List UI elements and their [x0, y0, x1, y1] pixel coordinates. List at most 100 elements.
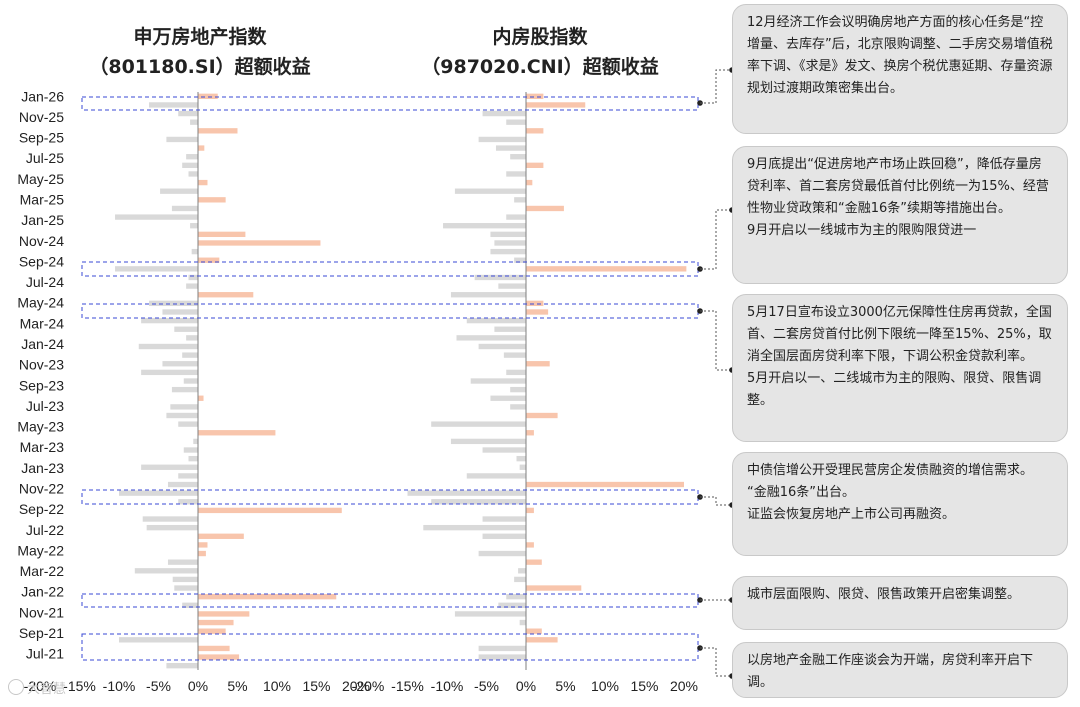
annotation-box-dec-2025: 12月经济工作会议明确房地产方面的核心任务是“控增量、去库存”后，北京限购调整、…	[732, 4, 1068, 134]
bar	[178, 499, 198, 505]
annotation-text: 证监会恢复房地产上市公司再融资。	[747, 507, 956, 522]
x-tick-label: -5%	[146, 678, 171, 694]
bar	[478, 645, 526, 652]
y-tick-label: Sep-25	[19, 130, 64, 146]
bar	[466, 473, 526, 479]
bar	[198, 619, 234, 626]
left-chart-title: 申万房地产指数 （801180.SI）超额收益	[40, 22, 360, 82]
x-tick-label: -20%	[352, 678, 385, 694]
y-tick-label: Nov-23	[19, 357, 64, 373]
bar	[514, 257, 526, 263]
bar	[526, 162, 544, 168]
bar	[198, 645, 230, 652]
bar	[482, 533, 526, 539]
bar	[506, 171, 526, 177]
bar	[519, 464, 526, 470]
bar	[506, 369, 526, 376]
bar	[431, 421, 526, 427]
x-tick-label: 15%	[302, 678, 330, 694]
bar	[149, 300, 198, 307]
x-tick-label: -20%	[24, 678, 57, 694]
right-title-line1: 内房股指数	[492, 26, 588, 48]
bar	[431, 499, 526, 505]
bar	[526, 559, 542, 565]
bar	[171, 205, 198, 212]
connector-line	[700, 310, 732, 371]
bar	[198, 292, 254, 298]
x-tick-label: -15%	[63, 678, 96, 694]
bar	[141, 369, 198, 376]
bar	[514, 576, 526, 583]
annotation-text: 9月开启以一线城市为主的限购限贷进一	[747, 223, 977, 238]
bar	[198, 594, 337, 600]
y-tick-label: Nov-22	[19, 481, 64, 497]
bar	[526, 585, 582, 591]
bar	[198, 430, 276, 436]
bar	[190, 223, 198, 229]
watermark-text: 大智慧	[27, 682, 67, 697]
annotation-text: 以房地产金融工作座谈会为开端，房贷利率开启下调。	[747, 653, 1034, 690]
bar	[174, 326, 198, 332]
bar	[514, 197, 526, 203]
y-tick-label: Sep-24	[19, 254, 64, 270]
bar	[182, 602, 198, 608]
y-tick-label: Sep-23	[19, 377, 64, 393]
bar	[198, 507, 342, 514]
bar	[115, 266, 198, 272]
bar	[198, 628, 226, 634]
y-tick-label: May-24	[17, 295, 64, 311]
bar	[198, 611, 250, 617]
bar	[478, 550, 526, 557]
bar	[160, 188, 198, 194]
x-tick-label: 5%	[555, 678, 575, 694]
bar	[494, 240, 526, 246]
y-tick-label: Jan-22	[21, 584, 64, 600]
y-tick-label: Mar-23	[20, 439, 65, 455]
bar	[494, 326, 526, 332]
bar	[170, 404, 198, 410]
bar	[198, 231, 246, 238]
y-tick-label: Jan-26	[21, 88, 64, 104]
bar	[178, 110, 198, 117]
bar	[198, 257, 220, 263]
x-tick-label: 0%	[188, 678, 208, 694]
bar	[490, 231, 526, 238]
bar	[198, 93, 218, 99]
bar	[495, 145, 526, 151]
annotation-text: 城市层面限购、限贷、限售政策开启密集调整。	[747, 587, 1021, 602]
bar	[166, 136, 198, 143]
bar	[454, 611, 526, 617]
bar	[526, 481, 684, 488]
bar	[166, 412, 198, 419]
bar	[183, 447, 198, 453]
highlight-box	[81, 633, 699, 661]
right-chart-title: 内房股指数 （987020.CNI）超额收益	[380, 22, 700, 82]
bar	[188, 274, 198, 281]
annotation-text: 中债信增公开受理民营房企发债融资的增信需求。	[747, 463, 1034, 478]
bar	[141, 464, 198, 470]
bar	[526, 309, 549, 315]
y-tick-label: May-23	[17, 419, 64, 435]
bar	[166, 663, 198, 669]
bar	[526, 507, 534, 514]
x-tick-label: -10%	[431, 678, 464, 694]
x-tick-label: 10%	[591, 678, 619, 694]
bar	[174, 585, 198, 591]
annotation-text: 9月底提出“促进房地产市场止跌回稳”，降低存量房贷利率、首二套房贷最低首付比例统…	[747, 157, 1049, 216]
bar	[407, 490, 526, 496]
y-tick-label: Jul-24	[26, 274, 64, 290]
bar	[178, 421, 198, 427]
bar	[526, 300, 544, 307]
bar	[482, 447, 526, 453]
y-tick-label: Sep-21	[19, 625, 64, 641]
left-title-line2: （801180.SI）超额收益	[89, 56, 311, 78]
y-tick-label: Jan-23	[21, 460, 64, 476]
bar	[466, 317, 526, 324]
bar	[456, 335, 526, 341]
bar	[526, 205, 564, 212]
bar	[526, 412, 558, 419]
bar	[146, 524, 198, 531]
connector-line	[700, 647, 732, 677]
annotation-box-nov-2022: 中债信增公开受理民营房企发债融资的增信需求。 “金融16条”出台。 证监会恢复房…	[732, 452, 1068, 556]
bar	[134, 568, 198, 574]
